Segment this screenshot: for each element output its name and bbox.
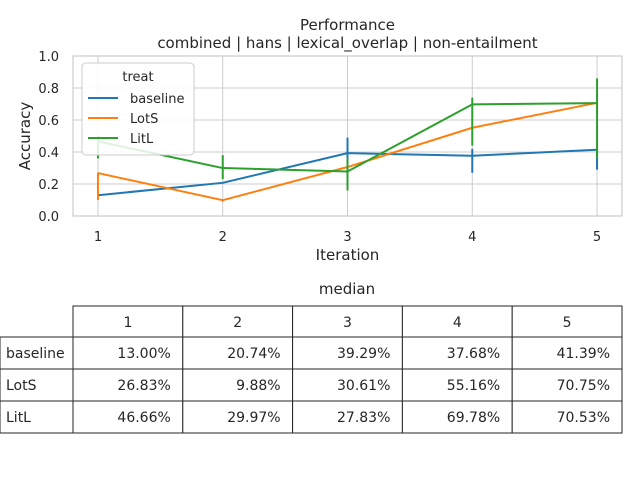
table-cell — [511, 368, 623, 402]
table-cell — [72, 400, 184, 434]
cell-value: 20.74% — [227, 346, 280, 362]
row-label: LitL — [6, 410, 31, 426]
table-cell — [292, 368, 403, 402]
cell-value: 26.83% — [117, 378, 170, 394]
x-tick-label: 5 — [593, 230, 601, 245]
cell-value: 39.29% — [337, 346, 390, 362]
header-cell — [511, 305, 623, 338]
x-axis-label: Iteration — [316, 246, 380, 264]
y-axis-label: Accuracy — [16, 102, 34, 171]
table-cell — [72, 368, 184, 402]
legend-label-baseline: baseline — [130, 92, 184, 107]
table-cell — [292, 400, 403, 434]
median-table: median 1 2 3 4 5 baseline 13.00% 20.74% 39.29% 37.… — [0, 280, 623, 434]
legend-label-litl: LitL — [130, 132, 154, 147]
chart-title: Performance — [300, 16, 395, 34]
column-header: 1 — [123, 315, 132, 331]
cell-value: 13.00% — [117, 346, 170, 362]
y-tick-label: 0.8 — [38, 82, 59, 97]
cell-value: 70.53% — [557, 410, 610, 426]
table-cell — [511, 400, 623, 434]
cell-value: 37.68% — [447, 346, 500, 362]
table-cell — [511, 336, 623, 370]
column-header: 5 — [563, 315, 572, 331]
column-header: 3 — [343, 315, 352, 331]
cell-value: 29.97% — [227, 410, 280, 426]
column-header: 4 — [453, 315, 462, 331]
cell-value: 27.83% — [337, 410, 390, 426]
chart-subtitle: combined | hans | lexical_overlap | non-… — [157, 34, 537, 53]
y-tick-label: 0.4 — [38, 146, 59, 161]
series-line-litl — [97, 102, 598, 173]
row-label: LotS — [6, 378, 37, 394]
table-cell — [182, 368, 294, 402]
table-cell — [72, 336, 184, 370]
table-cell — [401, 400, 513, 434]
table-cell — [182, 400, 294, 434]
cell-value: 70.75% — [557, 378, 610, 394]
plot-frame — [72, 55, 623, 217]
cell-value: 30.61% — [337, 378, 390, 394]
row-label: baseline — [6, 346, 65, 362]
cell-value: 46.66% — [117, 410, 170, 426]
y-tick-label: 0.0 — [38, 210, 59, 225]
table-cell — [182, 336, 294, 370]
x-tick-label: 3 — [343, 230, 351, 245]
x-tick-label: 1 — [94, 230, 102, 245]
cell-value: 69.78% — [447, 410, 500, 426]
legend-title: treat — [122, 70, 153, 85]
cell-value: 9.88% — [236, 378, 280, 394]
table-title: median — [319, 280, 375, 298]
row-label-cell — [0, 336, 74, 370]
x-tick-label: 2 — [219, 230, 227, 245]
column-header: 2 — [233, 315, 242, 331]
y-tick-label: 1.0 — [38, 50, 59, 65]
y-tick-label: 0.2 — [38, 178, 59, 193]
legend-label-lots: LotS — [130, 112, 158, 127]
series-line-baseline — [97, 148, 598, 197]
header-cell — [401, 305, 513, 338]
legend-box — [81, 62, 195, 156]
legend: treat baseline LotS LitL — [81, 62, 195, 156]
cell-value: 41.39% — [557, 346, 610, 362]
cell-value: 55.16% — [447, 378, 500, 394]
x-tick-label: 4 — [468, 230, 476, 245]
y-tick-label: 0.6 — [38, 114, 59, 129]
table-cell — [401, 368, 513, 402]
